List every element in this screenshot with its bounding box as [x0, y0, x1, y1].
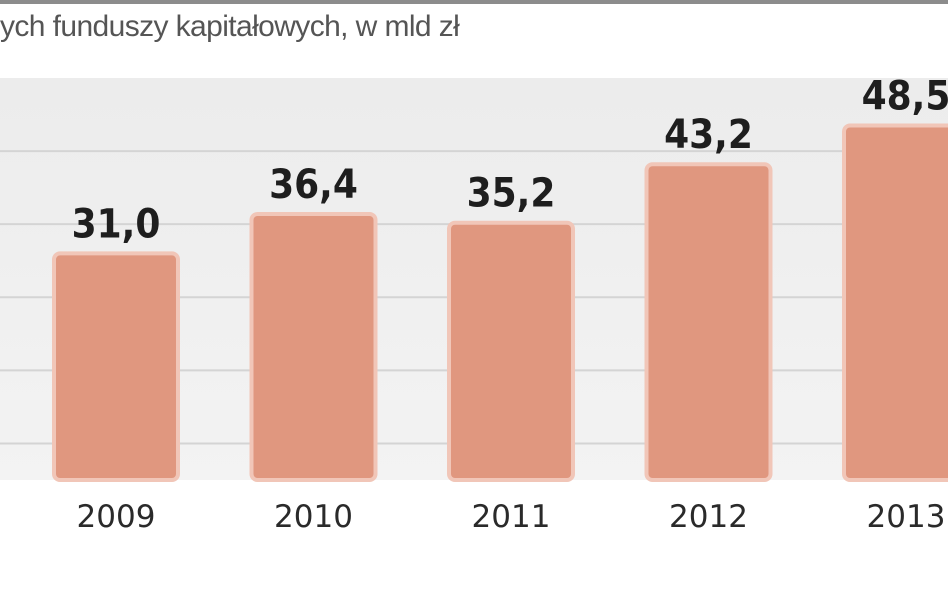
bar-2009	[52, 251, 180, 482]
bar-2013	[842, 123, 948, 482]
x-tick-label-2009: 2009	[77, 499, 156, 535]
value-label-2009: 31,0	[72, 201, 161, 247]
value-label-2012: 43,2	[664, 112, 753, 158]
x-tick-label-2010: 2010	[274, 499, 353, 535]
value-label-2013: 48,5	[862, 74, 948, 120]
top-rule	[0, 0, 948, 4]
value-label-2010: 36,4	[269, 162, 358, 208]
x-tick-label-2011: 2011	[472, 499, 551, 535]
bar-2012	[644, 162, 773, 482]
x-tick-label-2012: 2012	[669, 499, 748, 535]
chart-title: ych funduszy kapitałowych, w mld zł	[0, 10, 460, 43]
x-tick-label-2013: 2013	[867, 499, 946, 535]
bar-2011	[447, 220, 575, 482]
value-label-2011: 35,2	[467, 171, 556, 217]
bar-2010	[249, 211, 378, 482]
